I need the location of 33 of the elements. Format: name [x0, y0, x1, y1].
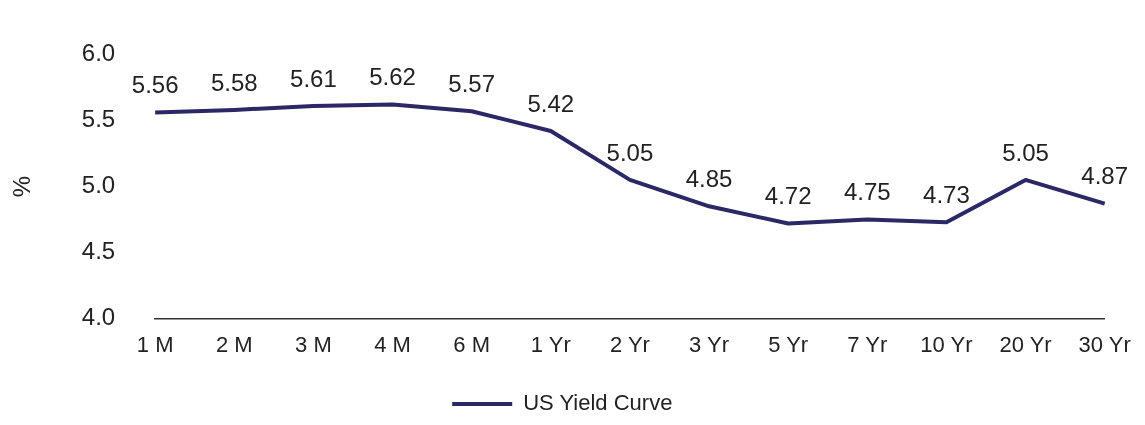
x-tick-label: 10 Yr: [920, 331, 973, 357]
x-tick-label: 1 Yr: [530, 331, 571, 357]
y-tick-label: 6.0: [81, 39, 116, 67]
y-tick-label: 4.5: [81, 237, 116, 265]
x-tick-label: 3 M: [295, 331, 332, 357]
legend-label: US Yield Curve: [523, 390, 673, 416]
x-tick-label: 1 M: [136, 331, 174, 357]
x-tick-label: 30 Yr: [1078, 331, 1131, 357]
data-label: 5.05: [1002, 138, 1049, 166]
x-tick-label: 2 M: [215, 331, 253, 357]
data-label: 5.42: [527, 89, 575, 117]
data-label: 5.58: [210, 68, 258, 96]
y-tick-label: 5.5: [81, 105, 116, 133]
x-tick-label: 5 Yr: [768, 331, 809, 357]
x-tick-label: 2 Yr: [609, 331, 650, 357]
data-label: 5.57: [448, 69, 496, 97]
x-tick-label: 6 M: [453, 331, 491, 357]
data-label: 4.72: [764, 182, 812, 210]
data-label: 5.62: [369, 63, 416, 91]
y-tick-label: 4.0: [81, 303, 116, 331]
data-label: 4.85: [685, 164, 733, 192]
x-tick-label: 7 Yr: [847, 331, 888, 357]
data-label: 5.56: [131, 71, 179, 99]
data-label: 4.73: [923, 180, 970, 208]
x-tick-label: 4 M: [374, 331, 411, 357]
data-label: 4.75: [843, 178, 891, 206]
data-label: 5.05: [606, 138, 654, 166]
x-tick-label: 20 Yr: [999, 331, 1052, 357]
y-axis-title: %: [8, 175, 36, 198]
data-label: 5.61: [290, 64, 337, 92]
x-tick-label: 3 Yr: [689, 331, 730, 357]
data-label: 4.87: [1081, 162, 1129, 190]
y-tick-label: 5.0: [81, 171, 116, 199]
